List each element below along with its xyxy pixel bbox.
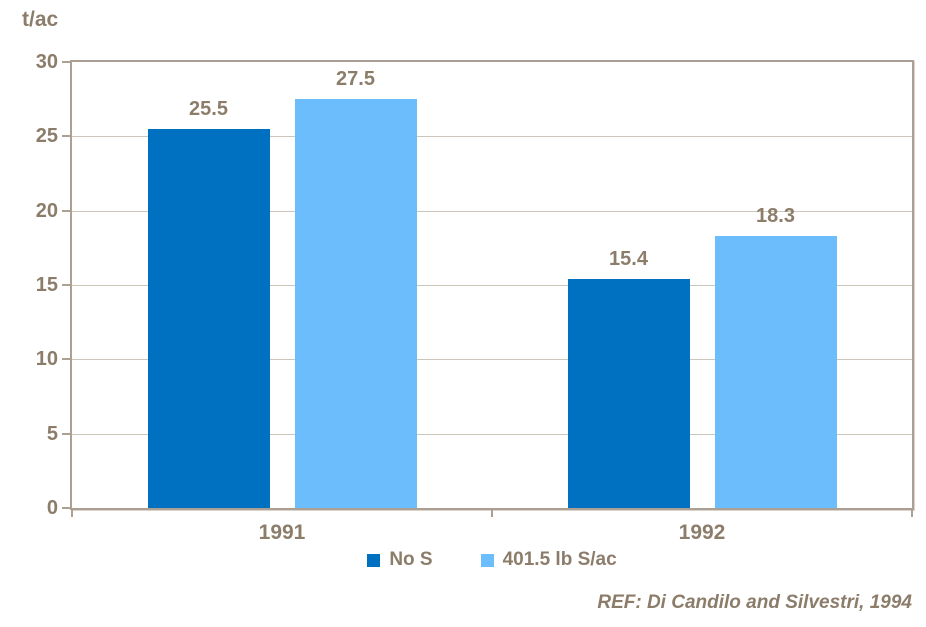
- gridline: [72, 210, 912, 212]
- legend: No S 401.5 lb S/ac: [72, 548, 912, 572]
- bar-value-label: 27.5: [336, 68, 375, 91]
- y-tick-label: 25: [35, 125, 58, 148]
- bar-no-s-1991: [147, 128, 270, 508]
- x-tick-mark: [911, 508, 913, 517]
- y-tick-mark: [62, 358, 72, 361]
- bar-no-s-1992: [567, 279, 690, 508]
- y-tick-mark: [62, 507, 72, 509]
- legend-label: No S: [389, 549, 433, 570]
- bar-value-label: 15.4: [609, 248, 648, 271]
- y-tick-mark: [62, 284, 72, 286]
- reference-caption: REF: Di Candilo and Silvestri, 1994: [597, 592, 912, 613]
- gridline: [72, 433, 912, 435]
- y-tick-label: 10: [35, 348, 58, 371]
- y-tick-mark: [62, 432, 72, 435]
- bar-401-5-lb-s-ac-1991: [294, 99, 417, 508]
- gridline: [72, 359, 912, 361]
- x-category-label: 1991: [258, 521, 306, 544]
- plot-area: [70, 60, 914, 510]
- y-tick-label: 15: [35, 274, 58, 296]
- legend-swatch-no-s: [367, 553, 381, 567]
- y-tick-mark: [62, 135, 72, 138]
- bar-401-5-lb-s-ac-1992: [714, 235, 837, 508]
- x-tick-mark: [491, 508, 493, 517]
- x-category-label: 1992: [678, 521, 726, 544]
- y-tick-mark: [62, 209, 72, 212]
- legend-item: No S: [367, 548, 433, 572]
- legend-item: 401.5 lb S/ac: [480, 548, 617, 572]
- bar-value-label: 18.3: [756, 204, 795, 227]
- legend-label: 401.5 lb S/ac: [502, 549, 617, 570]
- y-tick-label: 5: [46, 422, 58, 445]
- bar-value-label: 25.5: [189, 97, 228, 120]
- gridline: [72, 285, 912, 286]
- y-tick-label: 30: [35, 51, 58, 73]
- gridline: [72, 136, 912, 138]
- y-tick-label: 0: [46, 497, 58, 519]
- y-tick-mark: [62, 61, 72, 63]
- legend-swatch-401-5-lb-s-ac: [480, 553, 494, 567]
- y-axis-unit-label: t/ac: [22, 8, 59, 31]
- x-tick-mark: [71, 508, 73, 517]
- y-tick-label: 20: [35, 199, 58, 222]
